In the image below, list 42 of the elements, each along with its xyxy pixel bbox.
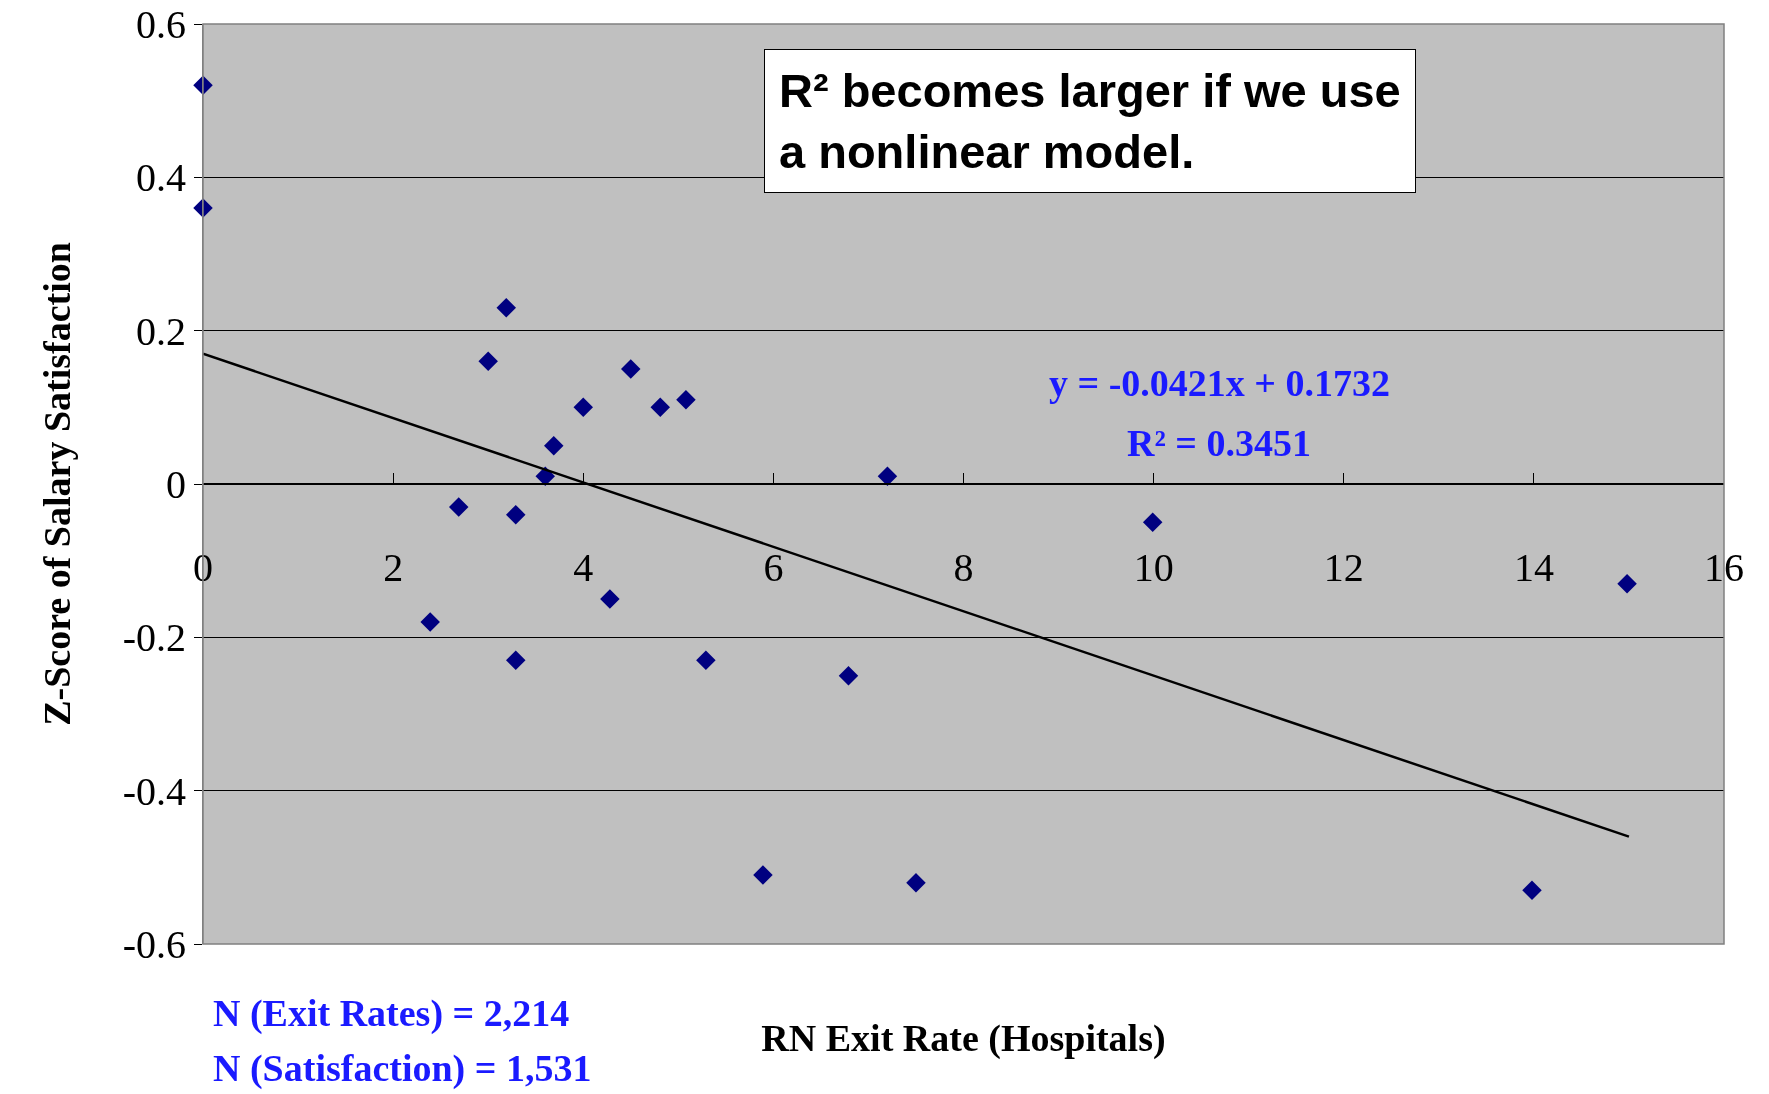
annotation: y = -0.0421x + 0.1732	[1049, 362, 1390, 404]
y-tick-label: 0.6	[136, 2, 186, 47]
annotation: R² becomes larger if we use a nonlinear model.	[779, 64, 1401, 179]
x-tick-label: 14	[1513, 544, 1554, 590]
point	[906, 872, 926, 893]
x-axis-title: RN Exit Rate (Hospitals)	[761, 1017, 1166, 1061]
text: N (Satisfaction) = 1,531	[213, 1047, 592, 1090]
text: N (Exit Rates) = 2,214	[213, 992, 570, 1035]
y-tick-label: 0.2	[136, 308, 186, 354]
point	[448, 497, 469, 517]
y-tick-label: 0.4	[136, 155, 186, 201]
point	[1522, 880, 1542, 901]
y-tick-label: -0.2	[122, 615, 186, 661]
point	[877, 466, 898, 487]
x-tick-label: 8	[953, 544, 974, 590]
point	[573, 397, 593, 418]
x-tick-label: 10	[1133, 544, 1174, 590]
y-tick-label: 0	[166, 462, 186, 507]
x-tick-label: 2	[383, 544, 404, 590]
x-tick-label: 6	[763, 544, 784, 590]
x-tick-label: 4	[573, 544, 594, 590]
point	[650, 397, 670, 418]
point	[1142, 512, 1163, 533]
point	[496, 297, 516, 318]
point	[478, 351, 498, 372]
point	[544, 435, 564, 456]
x-tick-label: 16	[1704, 544, 1744, 590]
point	[621, 359, 641, 379]
y-tick-label: -0.4	[122, 768, 186, 814]
point	[696, 650, 716, 671]
y-axis-title: Z-Score of Salary Satisfaction	[35, 242, 78, 726]
point	[838, 665, 859, 686]
annotation: R² = 0.3451	[1127, 422, 1311, 464]
x-tick-label: 12	[1323, 544, 1364, 590]
point	[1617, 573, 1637, 594]
y-tick-label: -0.6	[122, 922, 186, 967]
point	[506, 650, 526, 671]
point	[676, 389, 696, 410]
point	[600, 589, 620, 609]
point	[420, 612, 440, 632]
point	[506, 504, 526, 525]
point	[753, 865, 773, 885]
